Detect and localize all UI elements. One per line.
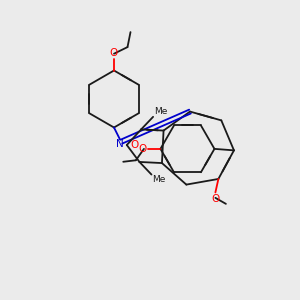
Text: O: O	[139, 144, 147, 154]
Text: Me: Me	[152, 175, 165, 184]
Text: O: O	[130, 140, 139, 150]
Text: O: O	[211, 194, 220, 204]
Text: Me: Me	[154, 107, 167, 116]
Text: O: O	[110, 48, 118, 58]
Text: N: N	[116, 139, 124, 149]
